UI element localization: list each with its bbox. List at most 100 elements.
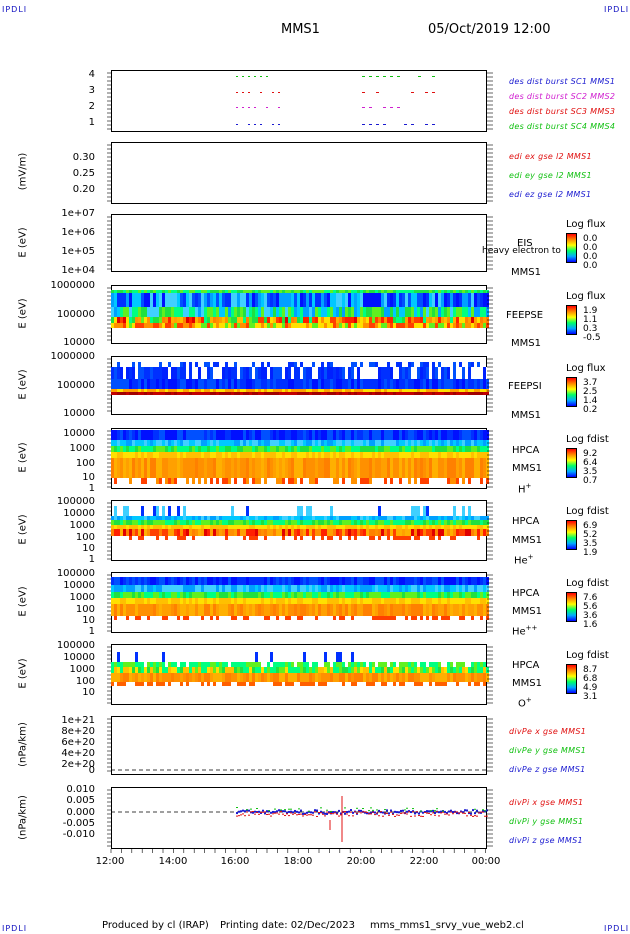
instrument-label: HPCA bbox=[512, 660, 540, 671]
spectrogram-cell bbox=[153, 598, 156, 604]
spectrogram-cell bbox=[375, 577, 378, 585]
spectrogram-cell bbox=[453, 293, 456, 307]
spectrogram-cell bbox=[342, 478, 345, 484]
tick-label: 100 bbox=[75, 458, 95, 469]
spectrogram-cell bbox=[168, 585, 171, 592]
divpi-trace bbox=[272, 813, 274, 815]
tick-label: 100000 bbox=[56, 496, 95, 507]
spectrogram-cell bbox=[168, 367, 171, 379]
spectrogram-cell bbox=[474, 293, 477, 307]
spectrogram-cell bbox=[123, 667, 126, 673]
spectrogram-cell bbox=[171, 598, 174, 604]
spectrogram-cell bbox=[246, 379, 249, 389]
spectrogram-cell bbox=[330, 317, 333, 323]
spectrogram-cell bbox=[348, 362, 351, 367]
spectrogram-cell bbox=[129, 379, 132, 389]
spectrogram-cell bbox=[132, 525, 135, 529]
spectrogram-cell bbox=[423, 430, 426, 440]
tick-label: 10 bbox=[82, 687, 95, 698]
spectrogram-cell bbox=[219, 290, 222, 293]
spectrogram-cell bbox=[471, 430, 474, 440]
spectrogram-cell bbox=[243, 616, 246, 620]
spectrogram-cell bbox=[201, 430, 204, 440]
spectrogram-cell bbox=[138, 529, 141, 536]
spectrogram-cell bbox=[213, 452, 216, 458]
divpi-trace bbox=[330, 810, 332, 812]
spectrogram-cell bbox=[351, 389, 354, 392]
divpi-trace bbox=[280, 809, 282, 811]
spectrogram-cell bbox=[393, 536, 396, 540]
spectrogram-cell bbox=[258, 307, 261, 317]
spectrogram-cell bbox=[120, 392, 123, 395]
spectrogram-cell bbox=[309, 446, 312, 452]
ion-name: H bbox=[518, 484, 526, 496]
spectrogram-cell bbox=[147, 362, 150, 367]
spectrogram-cell bbox=[441, 362, 444, 367]
spectrogram-cell bbox=[111, 389, 114, 392]
divpi-trace bbox=[480, 811, 482, 814]
spectrogram-cell bbox=[354, 529, 357, 536]
ion-label: He++ bbox=[512, 624, 537, 637]
spectrogram-cell bbox=[300, 440, 303, 446]
spectrogram-cell bbox=[402, 506, 405, 516]
spectrogram-cell bbox=[219, 452, 222, 458]
spectrogram-cell bbox=[219, 577, 222, 585]
spectrogram-cell bbox=[111, 293, 114, 307]
spectrogram-cell bbox=[402, 536, 405, 540]
spectrogram-cell bbox=[414, 389, 417, 392]
spectrogram-cell bbox=[138, 323, 141, 328]
spectrogram-cell bbox=[168, 478, 171, 484]
spectrogram-cell bbox=[300, 529, 303, 536]
spectrogram-cell bbox=[393, 604, 396, 616]
spectrogram-cell bbox=[177, 440, 180, 446]
spectrogram-cell bbox=[444, 389, 447, 392]
spectrogram-cell bbox=[399, 452, 402, 458]
spectrogram-cell bbox=[327, 525, 330, 529]
spectrogram-cell bbox=[246, 290, 249, 293]
spectrogram-cell bbox=[342, 673, 345, 682]
spectrogram-cell bbox=[267, 592, 270, 598]
spectrogram-cell bbox=[327, 446, 330, 452]
spectrogram-cell bbox=[180, 290, 183, 293]
burst-mark bbox=[254, 107, 256, 108]
spectrogram-cell bbox=[132, 317, 135, 323]
spectrogram-cell bbox=[483, 389, 486, 392]
spectrogram-cell bbox=[288, 379, 291, 389]
spectrogram-cell bbox=[261, 667, 264, 673]
spectrogram-cell bbox=[396, 529, 399, 536]
spectrogram-cell bbox=[276, 598, 279, 604]
spectrogram-cell bbox=[234, 598, 237, 604]
spectrogram-cell bbox=[207, 290, 210, 293]
spectrogram-cell bbox=[189, 317, 192, 323]
divpi-trace bbox=[432, 812, 434, 814]
spectrogram-cell bbox=[183, 290, 186, 293]
burst-mark bbox=[362, 107, 365, 108]
tick-label: 1e+05 bbox=[61, 246, 95, 257]
spectrogram-cell bbox=[330, 362, 333, 367]
spectrogram-cell bbox=[204, 585, 207, 592]
spectrogram-cell bbox=[276, 367, 279, 379]
spectrogram-cell bbox=[114, 389, 117, 392]
spectrogram-cell bbox=[402, 592, 405, 598]
spectrogram-cell bbox=[258, 667, 261, 673]
x-tick-label: 18:00 bbox=[283, 856, 313, 867]
divpi-trace bbox=[482, 810, 484, 813]
spectrogram-cell bbox=[291, 604, 294, 616]
spectrogram-cell bbox=[330, 307, 333, 317]
spectrogram-cell bbox=[192, 389, 195, 392]
spectrogram-cell bbox=[270, 604, 273, 616]
spectrogram-cell bbox=[393, 293, 396, 307]
divpi-trace bbox=[370, 812, 372, 815]
divpi-trace bbox=[332, 811, 334, 814]
spectrogram-cell bbox=[210, 592, 213, 598]
spectrogram-cell bbox=[189, 430, 192, 440]
spectrogram-cell bbox=[174, 293, 177, 307]
spectrogram-cell bbox=[336, 290, 339, 293]
spectrogram-cell bbox=[243, 446, 246, 452]
spectrogram-cell bbox=[174, 662, 177, 667]
spectrogram-cell bbox=[405, 529, 408, 536]
spectrogram-cell bbox=[285, 317, 288, 323]
spectrogram-cell bbox=[480, 478, 483, 484]
spectrogram-cell bbox=[201, 440, 204, 446]
spectrogram-cell bbox=[276, 389, 279, 392]
